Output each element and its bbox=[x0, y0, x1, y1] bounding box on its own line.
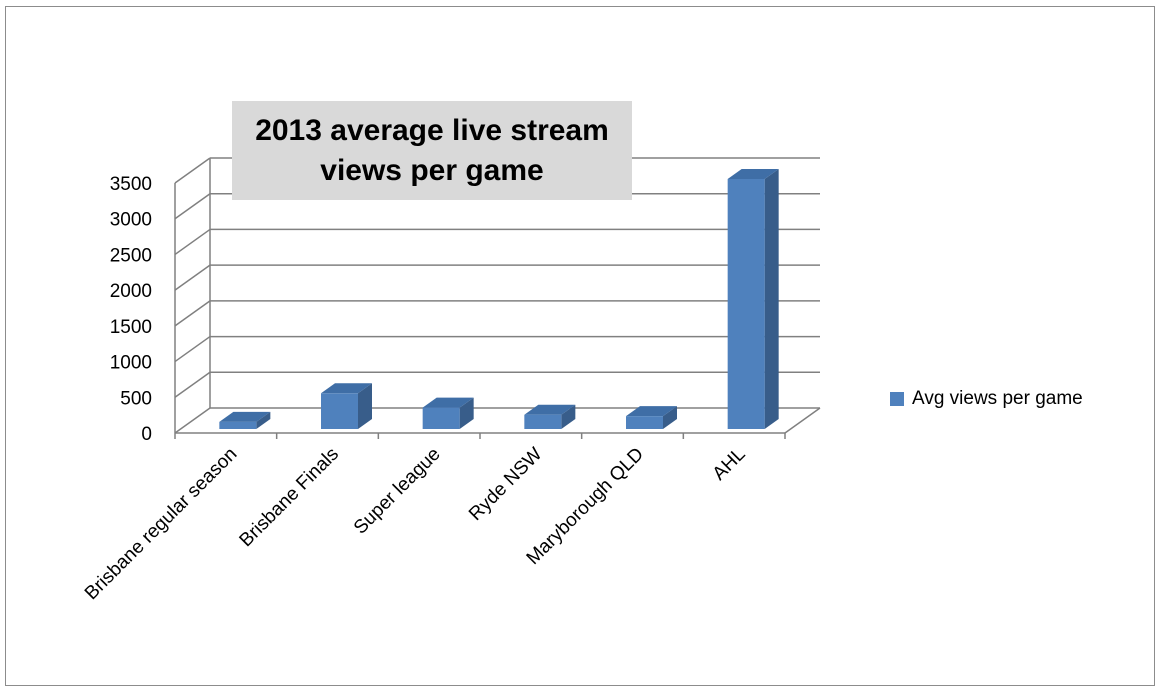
legend-swatch bbox=[890, 392, 904, 406]
y-tick-label: 1000 bbox=[110, 353, 152, 374]
y-tick-label: 3000 bbox=[110, 210, 152, 231]
x-tick-label: Brisbane regular season bbox=[81, 444, 241, 604]
gridline-side bbox=[174, 228, 211, 256]
gridline-side bbox=[174, 300, 211, 327]
x-tick-label: Ryde NSW bbox=[465, 444, 546, 525]
gridline-side bbox=[174, 371, 211, 398]
bar-top bbox=[321, 383, 372, 394]
bar bbox=[321, 393, 358, 429]
bar-top bbox=[626, 406, 677, 417]
y-tick-label: 0 bbox=[141, 424, 152, 445]
floor-edge bbox=[784, 407, 821, 434]
bar bbox=[219, 421, 257, 429]
bar-top bbox=[422, 397, 474, 408]
chart-title: 2013 average live stream views per game bbox=[255, 114, 609, 187]
legend: Avg views per game bbox=[890, 388, 1083, 410]
bar-side bbox=[663, 406, 677, 429]
bar-layer bbox=[219, 169, 779, 429]
bar bbox=[727, 179, 765, 429]
bar bbox=[422, 407, 460, 429]
y-tick-label: 3500 bbox=[110, 174, 152, 195]
bar bbox=[626, 416, 663, 429]
y-tick-label: 1500 bbox=[110, 317, 152, 338]
legend-label: Avg views per game bbox=[912, 388, 1083, 409]
bar-side bbox=[358, 383, 372, 429]
gridline-side bbox=[174, 335, 211, 363]
bar-side bbox=[256, 411, 271, 429]
bar-side bbox=[764, 169, 779, 429]
bar-top bbox=[727, 169, 779, 179]
x-tick-label: Super league bbox=[350, 444, 445, 539]
axis-layer bbox=[174, 158, 821, 439]
bar-side bbox=[459, 397, 474, 429]
gridline-side bbox=[174, 407, 211, 434]
x-tick-label: Brisbane Finals bbox=[236, 444, 343, 551]
bar-top bbox=[219, 411, 271, 422]
bar bbox=[524, 414, 562, 429]
y-tick-label: 2000 bbox=[110, 281, 152, 302]
label-layer: 0 500 1000 1500 2000 2500 3000 3500 Brisbane reg… bbox=[81, 174, 750, 604]
y-tick-label: 500 bbox=[120, 388, 152, 409]
chart-title-box: 2013 average live stream views per game bbox=[232, 101, 632, 200]
gridline-side bbox=[174, 157, 211, 184]
x-tick-label: AHL bbox=[709, 444, 750, 485]
bar-side bbox=[561, 404, 576, 429]
gridline-side bbox=[174, 264, 211, 291]
y-tick-label: 2500 bbox=[110, 245, 152, 266]
bar-top bbox=[524, 404, 576, 415]
gridline-side bbox=[174, 193, 211, 220]
